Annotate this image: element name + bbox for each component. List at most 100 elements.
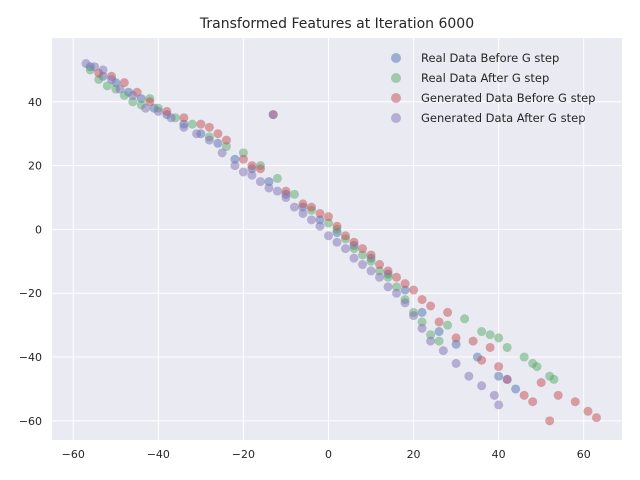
data-point xyxy=(115,84,125,94)
x-tick-label: −40 xyxy=(147,448,170,461)
data-point xyxy=(230,154,240,164)
data-point xyxy=(136,94,146,104)
series-3 xyxy=(94,68,601,426)
data-point xyxy=(272,173,282,183)
data-point xyxy=(268,110,278,120)
data-point xyxy=(238,154,248,164)
data-point xyxy=(477,381,487,391)
data-point xyxy=(298,208,308,218)
x-axis-ticks: −60 −40 −20 0 20 40 60 xyxy=(62,448,591,461)
data-point xyxy=(162,106,172,116)
data-point xyxy=(375,260,385,270)
data-point xyxy=(221,135,231,145)
data-point xyxy=(255,177,265,187)
legend-label: Real Data Before G step xyxy=(421,51,559,65)
data-point xyxy=(519,352,529,362)
data-point xyxy=(306,202,316,212)
data-point xyxy=(315,208,325,218)
data-point xyxy=(366,250,376,260)
data-point xyxy=(570,397,580,407)
y-tick-label: −40 xyxy=(19,351,42,364)
data-point xyxy=(107,74,117,84)
data-point xyxy=(341,231,351,241)
data-point xyxy=(417,295,427,305)
data-point xyxy=(417,307,427,317)
legend-label: Real Data After G step xyxy=(421,71,549,85)
data-point xyxy=(358,260,368,270)
data-point xyxy=(477,355,487,365)
x-tick-label: −20 xyxy=(232,448,255,461)
data-point xyxy=(264,183,274,193)
data-point xyxy=(281,193,291,203)
data-point xyxy=(409,311,419,321)
data-point xyxy=(332,237,342,247)
data-point xyxy=(323,212,333,222)
y-tick-label: 20 xyxy=(28,160,42,173)
data-point xyxy=(272,186,282,196)
legend-marker xyxy=(391,53,401,63)
x-tick-label: 20 xyxy=(407,448,421,461)
data-point xyxy=(477,327,487,337)
data-point xyxy=(536,378,546,388)
data-point xyxy=(532,362,542,372)
series-4 xyxy=(81,59,512,410)
data-point xyxy=(383,266,393,276)
data-point xyxy=(332,221,342,231)
data-point xyxy=(238,148,248,158)
data-point xyxy=(511,384,521,394)
y-tick-label: 0 xyxy=(35,223,42,236)
data-point xyxy=(230,161,240,171)
data-point xyxy=(545,416,555,426)
data-point xyxy=(217,148,227,158)
data-point xyxy=(426,330,436,340)
data-point xyxy=(494,333,504,343)
data-point xyxy=(306,215,316,225)
data-point xyxy=(502,342,512,352)
data-point xyxy=(196,119,206,129)
data-point xyxy=(247,161,257,171)
data-point xyxy=(179,122,189,132)
data-point xyxy=(289,202,299,212)
data-point xyxy=(119,78,129,88)
data-point xyxy=(409,285,419,295)
data-point xyxy=(553,390,563,400)
data-point xyxy=(179,113,189,123)
data-point xyxy=(358,244,368,254)
legend-marker xyxy=(391,113,401,123)
data-point xyxy=(392,288,402,298)
data-point xyxy=(281,186,291,196)
data-point xyxy=(519,390,529,400)
x-tick-label: 40 xyxy=(492,448,506,461)
data-point xyxy=(366,256,376,266)
data-point xyxy=(485,330,495,340)
data-point xyxy=(349,244,359,254)
chart-title: Transformed Features at Iteration 6000 xyxy=(199,16,474,32)
x-tick-label: 60 xyxy=(577,448,591,461)
data-point xyxy=(349,253,359,263)
data-point xyxy=(264,177,274,187)
data-point xyxy=(145,97,155,107)
data-point xyxy=(204,135,214,145)
data-point xyxy=(102,81,112,91)
data-point xyxy=(383,272,393,282)
y-axis-ticks: −60 −40 −20 0 20 40 xyxy=(19,96,42,428)
data-point xyxy=(81,59,91,69)
data-point xyxy=(128,97,138,107)
data-point xyxy=(443,307,453,317)
data-point xyxy=(400,285,410,295)
data-point xyxy=(383,282,393,292)
data-point xyxy=(315,215,325,225)
data-point xyxy=(94,74,104,84)
data-point xyxy=(426,301,436,311)
data-point xyxy=(166,113,176,123)
data-point xyxy=(213,129,223,139)
x-tick-label: 0 xyxy=(325,448,332,461)
data-point xyxy=(204,122,214,132)
data-point xyxy=(434,317,444,327)
data-point xyxy=(298,199,308,209)
data-point xyxy=(323,231,333,241)
data-point xyxy=(485,342,495,352)
y-tick-label: 40 xyxy=(28,96,42,109)
data-point xyxy=(349,237,359,247)
